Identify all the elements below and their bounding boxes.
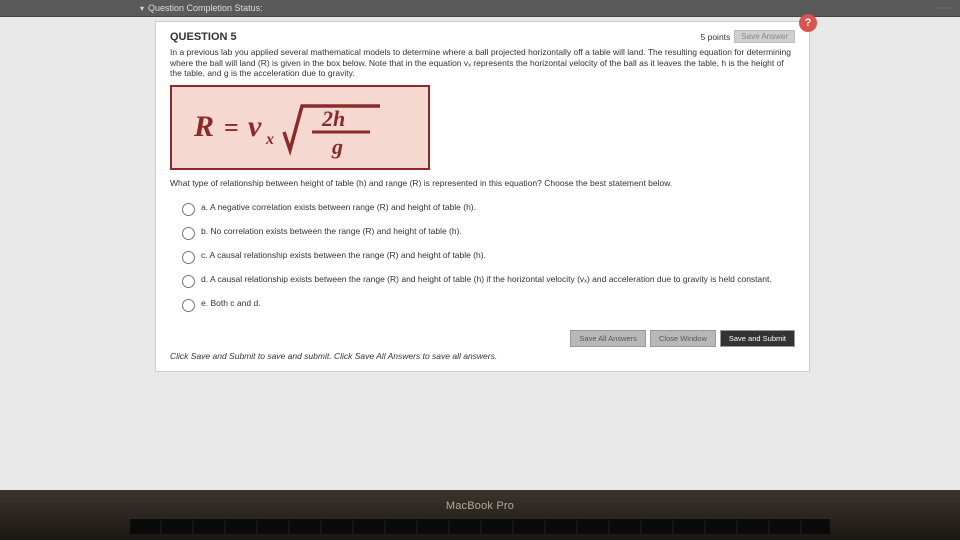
option-e-text: e. Both c and d. [201, 298, 261, 308]
question-card: ? QUESTION 5 5 points Save Answer In a p… [155, 21, 810, 372]
option-b[interactable]: b. No correlation exists between the ran… [182, 226, 795, 240]
option-b-text: b. No correlation exists between the ran… [201, 226, 462, 236]
eq-x-sub: x [265, 131, 274, 148]
option-c[interactable]: c. A causal relationship exists between … [182, 250, 795, 264]
content-area: ? QUESTION 5 5 points Save Answer In a p… [0, 17, 960, 376]
question-prompt: What type of relationship between height… [170, 178, 795, 188]
option-e[interactable]: e. Both c and d. [182, 298, 795, 312]
equation-box: R = v x 2h g [170, 85, 430, 170]
status-bar: ▾ Question Completion Status: [0, 0, 960, 17]
save-answer-button[interactable]: Save Answer [734, 30, 795, 43]
keyboard-row [130, 518, 830, 534]
eq-R: R [193, 110, 214, 143]
eq-den: g [331, 134, 343, 159]
app-screen: ▾ Question Completion Status: ? QUESTION… [0, 0, 960, 490]
eq-v: v [248, 110, 262, 143]
device-label: MacBook Pro [446, 490, 514, 512]
option-e-radio[interactable] [182, 299, 195, 312]
option-a-radio[interactable] [182, 203, 195, 216]
options-list: a. A negative correlation exists between… [170, 202, 795, 312]
save-submit-button[interactable]: Save and Submit [720, 330, 795, 347]
option-d-radio[interactable] [182, 275, 195, 288]
option-b-radio[interactable] [182, 227, 195, 240]
option-d[interactable]: d. A causal relationship exists between … [182, 274, 795, 288]
close-window-button[interactable]: Close Window [650, 330, 716, 347]
question-intro: In a previous lab you applied several ma… [170, 47, 795, 79]
option-a-text: a. A negative correlation exists between… [201, 202, 476, 212]
option-c-radio[interactable] [182, 251, 195, 264]
footer-buttons: Save All Answers Close Window Save and S… [170, 330, 795, 347]
eq-num: 2h [321, 106, 345, 131]
question-title: QUESTION 5 [170, 31, 237, 43]
status-chip [938, 7, 950, 9]
question-header: QUESTION 5 5 points Save Answer [170, 30, 795, 43]
points-area: 5 points Save Answer [701, 30, 795, 43]
eq-equals: = [224, 113, 239, 142]
option-c-text: c. A causal relationship exists between … [201, 250, 486, 260]
option-a[interactable]: a. A negative correlation exists between… [182, 202, 795, 216]
completion-status-label: Question Completion Status: [148, 3, 263, 13]
chevron-down-icon[interactable]: ▾ [140, 4, 144, 13]
equation-svg: R = v x 2h g [190, 92, 410, 162]
laptop-chin: MacBook Pro [0, 490, 960, 540]
footer-hint: Click Save and Submit to save and submit… [170, 351, 795, 361]
points-label: 5 points [701, 32, 731, 42]
save-all-button[interactable]: Save All Answers [570, 330, 646, 347]
help-icon[interactable]: ? [799, 14, 817, 32]
option-d-text: d. A causal relationship exists between … [201, 274, 772, 284]
